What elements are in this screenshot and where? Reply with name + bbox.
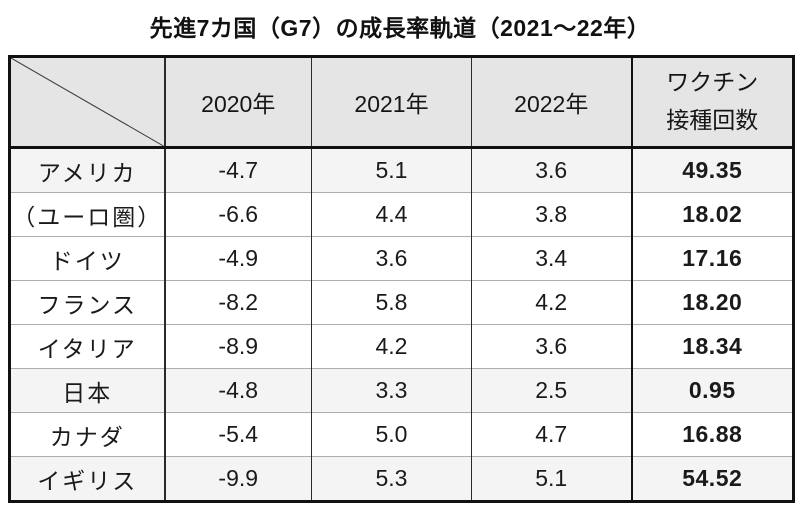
growth-2020-cell: -4.9 xyxy=(163,236,312,281)
vaccine-doses-cell: 0.95 xyxy=(630,368,794,413)
table-header-row: 2020年 2021年 2022年 ワクチン 接種回数 xyxy=(9,56,794,149)
col-header-2022: 2022年 xyxy=(471,56,632,149)
table-row-france: フランス -8.2 5.8 4.2 18.20 xyxy=(9,280,794,325)
growth-2021-cell: 3.3 xyxy=(311,368,472,413)
growth-2021-cell: 4.2 xyxy=(311,324,472,369)
table-row-canada: カナダ -5.4 5.0 4.7 16.88 xyxy=(9,412,794,457)
growth-2021-cell: 5.8 xyxy=(311,280,472,325)
vaccine-header-line2: 接種回数 xyxy=(666,107,759,133)
col-header-2020: 2020年 xyxy=(163,56,312,149)
growth-2020-cell: -8.9 xyxy=(163,324,312,369)
growth-2022-cell: 5.1 xyxy=(471,456,632,502)
vaccine-doses-cell: 18.20 xyxy=(630,280,794,325)
growth-2020-cell: -8.2 xyxy=(163,280,312,325)
growth-2021-cell: 3.6 xyxy=(311,236,472,281)
growth-2021-cell: 5.3 xyxy=(311,456,472,502)
vaccine-doses-cell: 54.52 xyxy=(630,456,794,502)
vaccine-doses-cell: 49.35 xyxy=(630,147,794,193)
table-row-japan: 日本 -4.8 3.3 2.5 0.95 xyxy=(9,368,794,413)
country-cell: （ユーロ圏） xyxy=(9,192,165,237)
col-header-2021: 2021年 xyxy=(311,56,472,149)
g7-growth-table: 2020年 2021年 2022年 ワクチン 接種回数 アメリカ -4.7 5.… xyxy=(8,55,795,503)
table-row-eurozone: （ユーロ圏） -6.6 4.4 3.8 18.02 xyxy=(9,192,794,237)
country-cell: イタリア xyxy=(9,324,165,369)
vaccine-doses-cell: 17.16 xyxy=(630,236,794,281)
growth-2020-cell: -5.4 xyxy=(163,412,312,457)
growth-2020-cell: -4.8 xyxy=(163,368,312,413)
growth-2022-cell: 2.5 xyxy=(471,368,632,413)
growth-2020-cell: -9.9 xyxy=(163,456,312,502)
growth-2022-cell: 4.7 xyxy=(471,412,632,457)
diagonal-line-icon xyxy=(11,58,164,146)
page-title: 先進7カ国（G7）の成長率軌道（2021〜22年） xyxy=(149,15,651,41)
growth-2021-cell: 4.4 xyxy=(311,192,472,237)
growth-2020-cell: -6.6 xyxy=(163,192,312,237)
country-cell: フランス xyxy=(9,280,165,325)
vaccine-header-line1: ワクチン xyxy=(666,69,759,96)
growth-2022-cell: 4.2 xyxy=(471,280,632,325)
growth-2022-cell: 3.8 xyxy=(471,192,632,237)
growth-2022-cell: 3.6 xyxy=(471,324,632,369)
vaccine-doses-cell: 18.34 xyxy=(630,324,794,369)
country-cell: 日本 xyxy=(9,368,165,413)
table-row-germany: ドイツ -4.9 3.6 3.4 17.16 xyxy=(9,236,794,281)
table-row-uk: イギリス -9.9 5.3 5.1 54.52 xyxy=(9,456,794,502)
col-header-vaccine: ワクチン 接種回数 xyxy=(630,56,794,149)
country-cell: ドイツ xyxy=(9,236,165,281)
country-cell: アメリカ xyxy=(9,147,165,193)
vaccine-doses-cell: 16.88 xyxy=(630,412,794,457)
growth-2020-cell: -4.7 xyxy=(163,147,312,193)
growth-2021-cell: 5.1 xyxy=(311,147,472,193)
growth-2022-cell: 3.4 xyxy=(471,236,632,281)
corner-cell xyxy=(9,56,165,149)
table-row-usa: アメリカ -4.7 5.1 3.6 49.35 xyxy=(9,147,794,193)
growth-2022-cell: 3.6 xyxy=(471,147,632,193)
growth-2021-cell: 5.0 xyxy=(311,412,472,457)
country-cell: カナダ xyxy=(9,412,165,457)
vaccine-doses-cell: 18.02 xyxy=(630,192,794,237)
table-row-italy: イタリア -8.9 4.2 3.6 18.34 xyxy=(9,324,794,369)
country-cell: イギリス xyxy=(9,456,165,502)
